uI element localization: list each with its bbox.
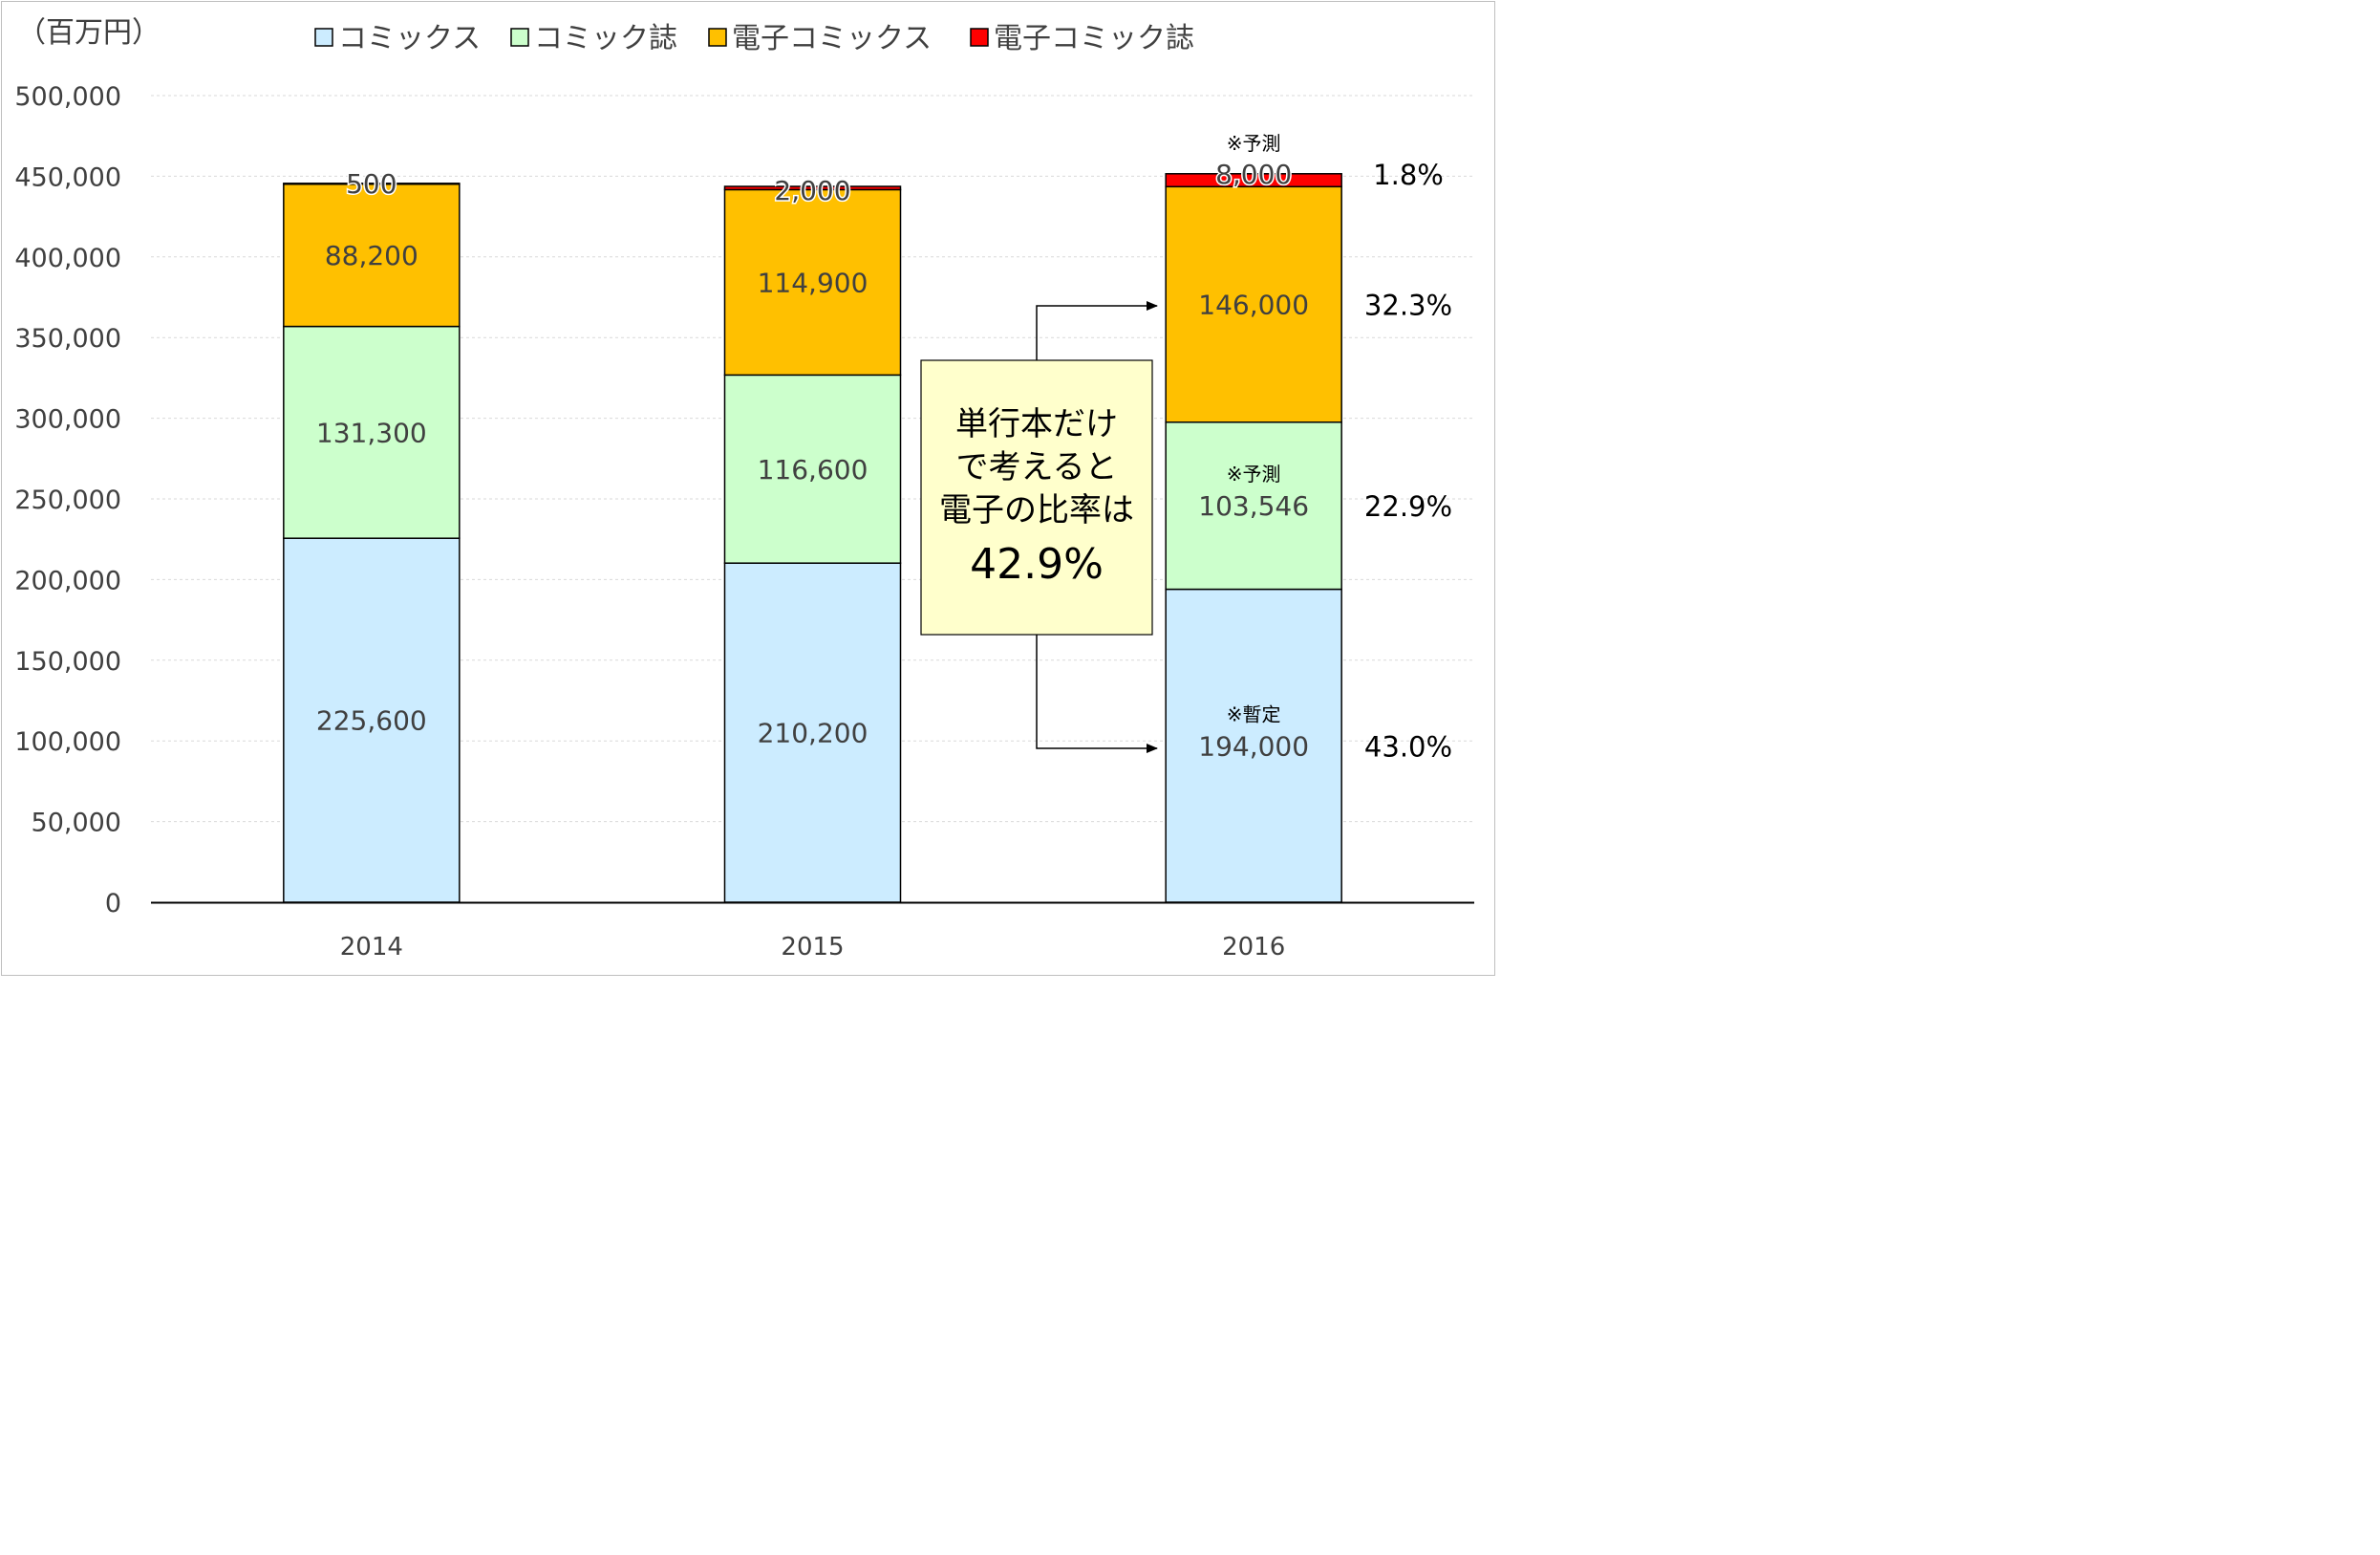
y-tick-label: 250,000 (14, 486, 121, 515)
percentage-label: 22.9% (1364, 490, 1452, 523)
callout-arrow-down (1036, 635, 1158, 753)
y-tick-label: 0 (105, 889, 121, 918)
percentage-label: 1.8% (1373, 159, 1444, 191)
bar-segment (1165, 421, 1342, 591)
chart-frame (1, 1, 1495, 976)
percentage-label: 32.3% (1364, 290, 1452, 322)
callout-box (920, 359, 1153, 636)
x-axis-ticks: 2014 2015 2016 (340, 933, 1286, 961)
bar-segment (723, 188, 902, 377)
annotations-2016: ※暫定 ※予測 ※予測 43.0% 22.9% 32.3% 1.8% (1227, 132, 1452, 763)
bar-segment (723, 374, 902, 564)
bar-value-label: 88,200 (325, 240, 418, 271)
y-tick-label: 200,000 (14, 566, 121, 595)
y-axis-ticks: 0 50,000 100,000 150,000 200,000 250,000 300,0… (14, 82, 121, 918)
legend-swatch (314, 28, 333, 47)
x-tick-label: 2016 (1222, 933, 1285, 961)
bar-segment (723, 185, 902, 191)
y-tick-label: 400,000 (14, 244, 121, 273)
x-tick-label: 2015 (781, 933, 844, 961)
bar-value-label: 210,200 (758, 718, 868, 749)
y-tick-label: 350,000 (14, 324, 121, 354)
legend-label: コミックス (338, 22, 481, 55)
legend-swatch (510, 28, 529, 47)
y-tick-label: 300,000 (14, 405, 121, 435)
callout-line-2: で考えると (956, 448, 1118, 486)
callout-line-1: 単行本だけ (955, 405, 1118, 443)
unit-label: （百万円） (17, 16, 161, 50)
callout-arrow-up (1036, 301, 1158, 360)
y-tick-label: 100,000 (14, 727, 121, 757)
note-provisional: ※暫定 (1227, 702, 1281, 725)
legend-label: 電子コミック誌 (994, 22, 1194, 55)
legend-swatch (708, 28, 727, 47)
bars (283, 173, 1342, 903)
callout-value: 42.9% (970, 540, 1104, 589)
bar-value-label: 500 (346, 168, 397, 200)
stacked-bar-chart: （百万円） コミックス コミック誌 電子コミックス 電子コミック誌 0 50,000 10… (14, 16, 1474, 961)
bar-value-label: 8,000 (1215, 159, 1292, 190)
bar-value-label: 131,300 (316, 417, 427, 448)
bar-segment (723, 562, 902, 903)
bar-segment (1165, 185, 1342, 423)
y-tick-label: 500,000 (14, 82, 121, 112)
note-forecast: ※予測 (1227, 463, 1281, 486)
y-tick-label: 50,000 (32, 809, 121, 838)
bar-value-label: 114,900 (758, 267, 868, 298)
callout-line-3: 電子の比率は (939, 491, 1134, 529)
legend-swatch (970, 28, 989, 47)
data-labels: 225,600 131,300 88,200 500 210,200 116,600 114… (316, 157, 1309, 762)
percentage-label: 43.0% (1364, 730, 1452, 763)
y-tick-label: 450,000 (14, 162, 121, 192)
bar-segment (283, 183, 461, 328)
note-forecast-top: ※予測 (1227, 132, 1281, 155)
legend: コミックス コミック誌 電子コミックス 電子コミック誌 (314, 22, 1194, 55)
y-tick-label: 150,000 (14, 647, 121, 677)
bar-segment (1165, 173, 1342, 188)
bar-value-label: 194,000 (1198, 730, 1309, 762)
callout: 単行本だけ で考えると 電子の比率は 42.9% (920, 301, 1158, 753)
bar-value-label: 146,000 (1198, 290, 1309, 321)
bar-value-label: 103,546 (1198, 490, 1309, 522)
bar-value-label: 225,600 (316, 705, 427, 737)
legend-label: コミック誌 (534, 22, 677, 55)
bar-segment (283, 537, 461, 903)
bar-value-label: 116,600 (758, 454, 868, 486)
bar-segment (283, 325, 461, 539)
x-tick-label: 2014 (340, 933, 403, 961)
bar-value-label: 2,000 (774, 175, 850, 206)
legend-label: 電子コミックス (732, 22, 932, 55)
